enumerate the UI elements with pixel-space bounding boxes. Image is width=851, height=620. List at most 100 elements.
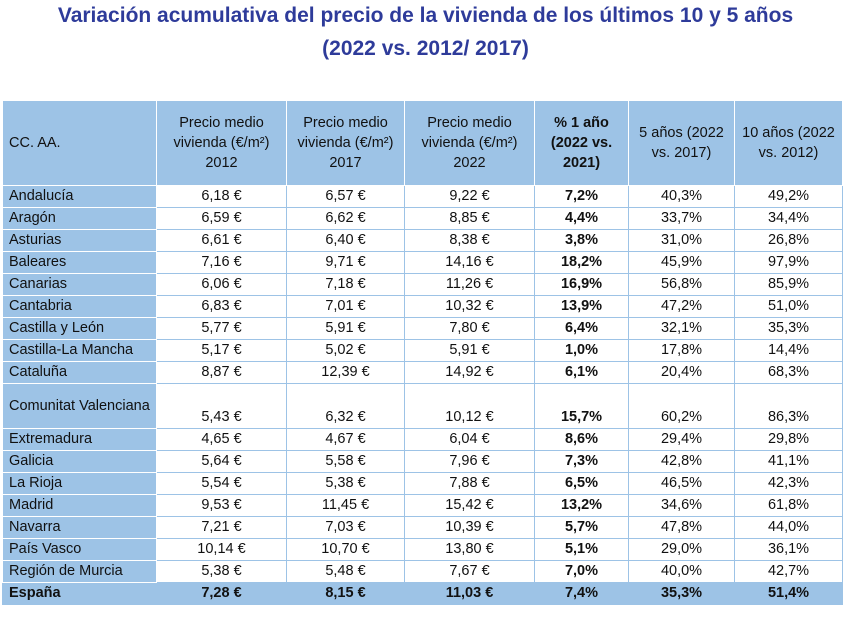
table-row: Castilla y León 5,77 €5,91 €7,80 €6,4% 32,… [2, 317, 843, 340]
col-header-price-2022: Precio medio vivienda (€/m²) 2022 [404, 100, 535, 186]
col-header-10-years: 10 años (2022 vs. 2012) [734, 100, 843, 186]
cell-price-2022: 14,92 € [404, 361, 535, 384]
page-subtitle: (2022 vs. 2012/ 2017) [322, 37, 529, 60]
cell-price-2012: 7,21 € [156, 516, 287, 539]
cell-price-2012: 6,06 € [156, 273, 287, 296]
table-row: Madrid 9,53 €11,45 €15,42 €13,2% 34,6% 61,8… [2, 494, 843, 517]
cell-price-2017: 5,58 € [286, 450, 405, 473]
table-row: Región de Murcia 5,38 €5,48 €7,67 €7,0% 40… [2, 560, 843, 583]
cell-change-10-years: 36,1% [734, 538, 843, 561]
total-cell-change-1-year: 7,4% [534, 582, 629, 605]
cell-change-1-year: 16,9% [534, 273, 629, 296]
cell-change-10-years: 97,9% [734, 251, 843, 274]
cell-region: Extremadura [2, 428, 157, 451]
total-cell-price-2012: 7,28 € [156, 582, 287, 605]
cell-change-10-years: 42,7% [734, 560, 843, 583]
cell-price-2017: 5,48 € [286, 560, 405, 583]
cell-price-2017: 11,45 € [286, 494, 405, 517]
cell-price-2017: 12,39 € [286, 361, 405, 384]
cell-region: Galicia [2, 450, 157, 473]
cell-change-10-years: 42,3% [734, 472, 843, 495]
cell-price-2017: 7,03 € [286, 516, 405, 539]
cell-change-5-years: 29,0% [628, 538, 735, 561]
cell-change-1-year: 13,9% [534, 295, 629, 318]
cell-price-2012: 5,43 € [156, 383, 287, 429]
cell-change-5-years: 40,3% [628, 185, 735, 208]
cell-price-2017: 10,70 € [286, 538, 405, 561]
col-header-region: CC. AA. [2, 100, 157, 186]
col-header-5-years: 5 años (2022 vs. 2017) [628, 100, 735, 186]
cell-price-2022: 6,04 € [404, 428, 535, 451]
col-header-1-year: % 1 año (2022 vs. 2021) [534, 100, 629, 186]
cell-price-2017: 7,01 € [286, 295, 405, 318]
table-row: Asturias 6,61 €6,40 €8,38 €3,8% 31,0% 26,8% [2, 229, 843, 252]
cell-change-5-years: 45,9% [628, 251, 735, 274]
cell-change-1-year: 3,8% [534, 229, 629, 252]
cell-region: Aragón [2, 207, 157, 230]
cell-region: Cataluña [2, 361, 157, 384]
cell-price-2022: 10,39 € [404, 516, 535, 539]
cell-price-2012: 5,77 € [156, 317, 287, 340]
table-row: Castilla-La Mancha 5,17 €5,02 €5,91 €1,0%… [2, 339, 843, 362]
cell-price-2017: 6,32 € [286, 383, 405, 429]
cell-change-1-year: 8,6% [534, 428, 629, 451]
cell-price-2012: 5,54 € [156, 472, 287, 495]
cell-change-10-years: 26,8% [734, 229, 843, 252]
cell-change-10-years: 61,8% [734, 494, 843, 517]
cell-price-2012: 6,61 € [156, 229, 287, 252]
table-row: Canarias 6,06 €7,18 €11,26 €16,9% 56,8% 85,… [2, 273, 843, 296]
cell-region: Asturias [2, 229, 157, 252]
col-header-price-2012: Precio medio vivienda (€/m²) 2012 [156, 100, 287, 186]
cell-change-10-years: 34,4% [734, 207, 843, 230]
housing-price-table: CC. AA. Precio medio vivienda (€/m²) 201… [2, 100, 843, 605]
cell-price-2012: 6,83 € [156, 295, 287, 318]
cell-price-2012: 7,16 € [156, 251, 287, 274]
table-row: País Vasco 10,14 €10,70 €13,80 €5,1% 29,0%… [2, 538, 843, 561]
cell-price-2022: 7,67 € [404, 560, 535, 583]
cell-region: La Rioja [2, 472, 157, 495]
cell-change-1-year: 4,4% [534, 207, 629, 230]
cell-change-10-years: 44,0% [734, 516, 843, 539]
cell-change-1-year: 6,1% [534, 361, 629, 384]
cell-price-2012: 6,18 € [156, 185, 287, 208]
cell-region: Navarra [2, 516, 157, 539]
page-title: Variación acumulativa del precio de la v… [57, 4, 794, 27]
cell-price-2022: 8,85 € [404, 207, 535, 230]
cell-change-10-years: 35,3% [734, 317, 843, 340]
cell-change-1-year: 13,2% [534, 494, 629, 517]
table-row: Galicia 5,64 €5,58 €7,96 €7,3% 42,8% 41,1% [2, 450, 843, 473]
cell-region: Castilla-La Mancha [2, 339, 157, 362]
cell-change-1-year: 7,0% [534, 560, 629, 583]
header-row: CC. AA. Precio medio vivienda (€/m²) 201… [2, 100, 843, 186]
cell-price-2022: 15,42 € [404, 494, 535, 517]
table-row: Aragón 6,59 €6,62 €8,85 €4,4% 33,7% 34,4% [2, 207, 843, 230]
cell-region: Región de Murcia [2, 560, 157, 583]
cell-price-2022: 10,12 € [404, 383, 535, 429]
cell-change-5-years: 33,7% [628, 207, 735, 230]
cell-change-1-year: 18,2% [534, 251, 629, 274]
cell-change-5-years: 29,4% [628, 428, 735, 451]
cell-price-2017: 7,18 € [286, 273, 405, 296]
cell-price-2022: 8,38 € [404, 229, 535, 252]
cell-change-1-year: 5,7% [534, 516, 629, 539]
cell-region: Cantabria [2, 295, 157, 318]
total-row: España 7,28 €8,15 €11,03 €7,4% 35,3% 51,4% [2, 582, 843, 605]
total-cell-price-2022: 11,03 € [404, 582, 535, 605]
cell-price-2022: 7,88 € [404, 472, 535, 495]
cell-change-10-years: 86,3% [734, 383, 843, 429]
cell-price-2022: 13,80 € [404, 538, 535, 561]
cell-change-10-years: 49,2% [734, 185, 843, 208]
cell-change-10-years: 14,4% [734, 339, 843, 362]
cell-price-2017: 6,62 € [286, 207, 405, 230]
table-row: Comunitat Valenciana 5,43 €6,32 €10,12 €1… [2, 383, 843, 429]
cell-price-2017: 6,40 € [286, 229, 405, 252]
cell-change-5-years: 46,5% [628, 472, 735, 495]
cell-change-1-year: 7,3% [534, 450, 629, 473]
cell-region: País Vasco [2, 538, 157, 561]
cell-change-5-years: 31,0% [628, 229, 735, 252]
cell-change-5-years: 40,0% [628, 560, 735, 583]
cell-price-2017: 9,71 € [286, 251, 405, 274]
total-cell-change-10-years: 51,4% [734, 582, 843, 605]
cell-region: Canarias [2, 273, 157, 296]
cell-change-5-years: 47,8% [628, 516, 735, 539]
